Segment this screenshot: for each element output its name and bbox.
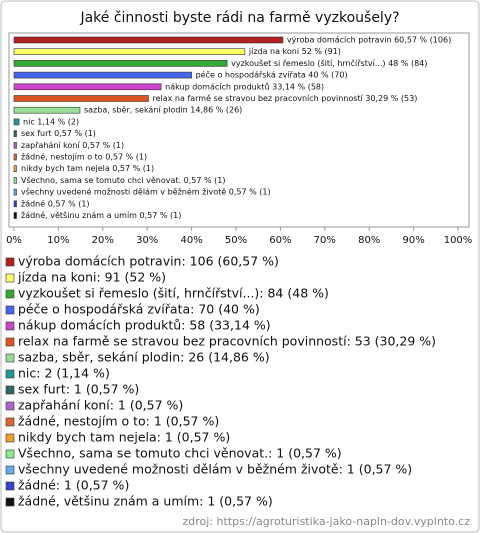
bar-label: nikdy bych tam nejela 0,57 % (1) bbox=[21, 164, 154, 173]
bar-label: žádné 0,57 % (1) bbox=[21, 198, 90, 208]
bar bbox=[13, 95, 149, 102]
bar-label: nic 1,14 % (2) bbox=[23, 117, 79, 126]
legend-swatch bbox=[5, 321, 15, 331]
legend-swatch bbox=[5, 337, 15, 347]
chart-title: Jaké činnosti byste rádi na farmě vyzkou… bbox=[79, 10, 399, 26]
bar bbox=[13, 153, 17, 161]
x-tick-label: 0% bbox=[6, 235, 22, 246]
bar bbox=[13, 165, 17, 172]
legend-label: sazba, sběr, sekání plodin: 26 (14,86 %) bbox=[18, 350, 270, 365]
x-tick-label: 70% bbox=[314, 235, 336, 246]
legend-swatch bbox=[5, 385, 15, 395]
x-tick-label: 60% bbox=[269, 235, 291, 246]
bar bbox=[13, 212, 17, 219]
bar-label: žádné, nestojím o to 0,57 % (1) bbox=[21, 152, 147, 162]
legend-label: vyzkoušet si řemeslo (šití, hrnčířství..… bbox=[18, 286, 329, 301]
legend-swatch bbox=[5, 353, 15, 363]
x-tick-label: 20% bbox=[92, 235, 114, 246]
bar-label: všechny uvedené možnosti dělám v běžném … bbox=[21, 187, 271, 197]
bar-label: vyzkoušet si řemeslo (šití, hrnčířství..… bbox=[231, 58, 427, 68]
legend-label: nikdy bych tam nejela: 1 (0,57 %) bbox=[18, 430, 230, 445]
legend-swatch bbox=[5, 417, 15, 427]
legend-swatch bbox=[5, 497, 15, 507]
bar-label: jízda na koni 52 % (91) bbox=[248, 47, 341, 56]
bar bbox=[13, 200, 17, 208]
legend-label: nákup domácích produktů: 58 (33,14 %) bbox=[18, 318, 271, 333]
legend-label: jízda na koni: 91 (52 %) bbox=[17, 270, 166, 285]
bar-label: péče o hospodářská zvířata 40 % (70) bbox=[196, 70, 348, 80]
legend-label: všechny uvedené možnosti dělám v běžném … bbox=[18, 462, 412, 477]
bar-label: sex furt 0,57 % (1) bbox=[21, 129, 96, 138]
bar bbox=[13, 118, 20, 126]
bar-label: sazba, sběr, sekání plodin 14,86 % (26) bbox=[84, 106, 242, 115]
bar bbox=[13, 48, 246, 56]
source: zdroj: https://agroturistika-jako-napln-… bbox=[183, 515, 471, 528]
legend-swatch bbox=[5, 273, 15, 283]
legend-swatch bbox=[5, 481, 15, 491]
x-tick-label: 40% bbox=[180, 235, 202, 246]
bar-label: Všechno, sama se tomuto chci věnovat. 0,… bbox=[21, 175, 225, 185]
legend-label: Všechno, sama se tomuto chci věnovat.: 1… bbox=[18, 446, 342, 461]
legend-label: žádné: 1 (0,57 %) bbox=[18, 478, 129, 493]
legend-label: nic: 2 (1,14 %) bbox=[18, 366, 110, 381]
x-tick-label: 90% bbox=[402, 235, 424, 246]
bar bbox=[13, 60, 228, 67]
bar-label: žádné, většinu znám a umím 0,57 % (1) bbox=[21, 210, 181, 220]
x-tick-label: 80% bbox=[358, 235, 380, 246]
legend-swatch bbox=[5, 433, 15, 443]
legend-label: relax na farmě se stravou bez pracovních… bbox=[18, 334, 436, 349]
legend-label: žádné, nestojím o to: 1 (0,57 %) bbox=[18, 414, 219, 429]
bar bbox=[13, 188, 17, 196]
bar bbox=[13, 106, 81, 114]
legend-label: zapřahání koní: 1 (0,57 %) bbox=[18, 398, 183, 413]
legend-swatch bbox=[5, 305, 15, 315]
legend-swatch bbox=[5, 465, 15, 475]
bar-label: zapřahání koní 0,57 % (1) bbox=[21, 141, 124, 150]
bar bbox=[13, 83, 162, 91]
bar bbox=[13, 130, 17, 137]
legend-swatch bbox=[5, 369, 15, 379]
x-tick-label: 50% bbox=[225, 235, 247, 246]
legend-swatch bbox=[5, 257, 15, 267]
legend-swatch bbox=[5, 449, 15, 459]
bar-label: relax na farmě se stravou bez pracovních… bbox=[152, 94, 417, 103]
bar-label: výroba domácích potravin 60,57 % (106) bbox=[287, 36, 451, 45]
x-tick-label: 100% bbox=[444, 235, 473, 246]
bar bbox=[13, 142, 17, 149]
x-tick-label: 30% bbox=[136, 235, 158, 246]
legend-label: žádné, většinu znám a umím: 1 (0,57 %) bbox=[18, 494, 273, 509]
legend-swatch bbox=[5, 401, 15, 411]
legend-label: výroba domácích potravin: 106 (60,57 %) bbox=[18, 254, 279, 269]
bar-label: nákup domácích produktů 33,14 % (58) bbox=[165, 81, 324, 91]
legend-label: sex furt: 1 (0,57 %) bbox=[18, 382, 139, 397]
legend-swatch bbox=[5, 289, 15, 299]
bar bbox=[13, 71, 192, 79]
bar bbox=[13, 36, 284, 44]
bar bbox=[13, 177, 17, 184]
x-tick-label: 10% bbox=[47, 235, 69, 246]
legend-label: péče o hospodářská zvířata: 70 (40 %) bbox=[18, 302, 260, 317]
